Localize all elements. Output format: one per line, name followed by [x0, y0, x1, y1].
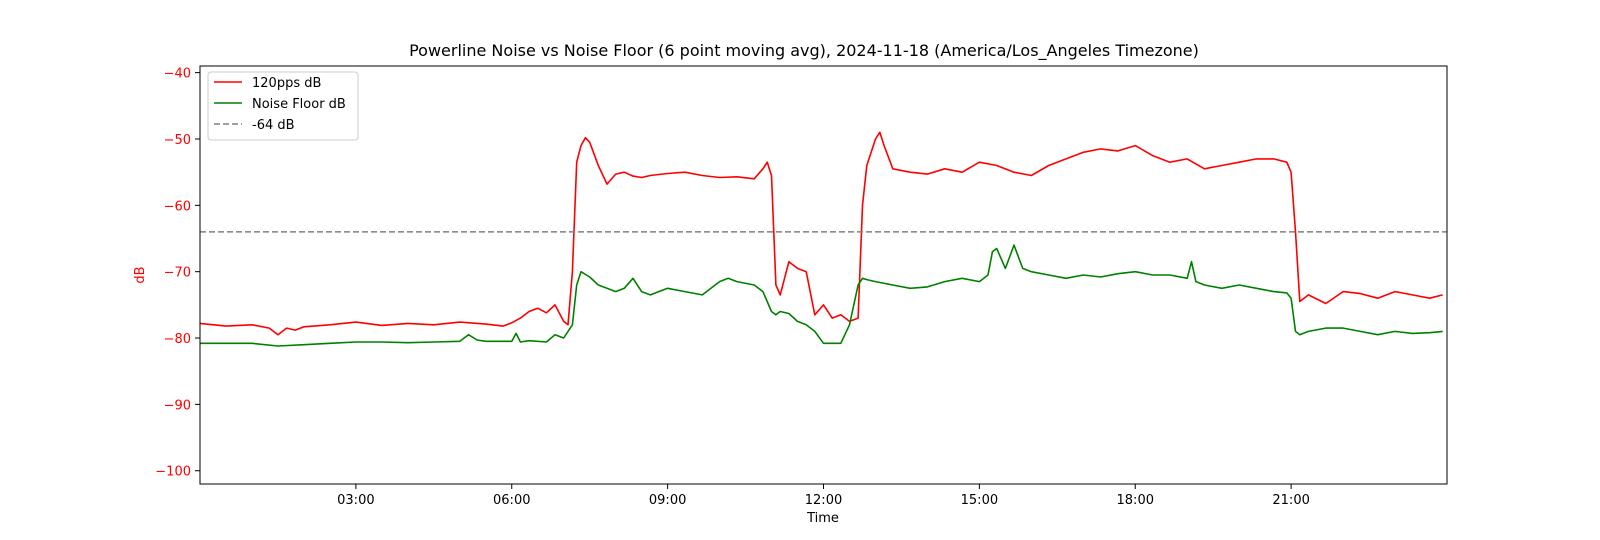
- chart-title: Powerline Noise vs Noise Floor (6 point …: [409, 41, 1199, 61]
- x-tick-label-1: 06:00: [493, 493, 530, 508]
- legend-box: [207, 71, 359, 141]
- x-axis: 03:00 06:00 09:00 12:00 15:00 18:00 21:00: [337, 484, 1310, 508]
- x-tick-label-5: 18:00: [1117, 493, 1154, 508]
- x-tick-label-3: 12:00: [805, 493, 842, 508]
- y-axis: −40 −50 −60 −70 −80 −90 −100: [155, 67, 200, 480]
- x-tick-label-0: 03:00: [337, 493, 374, 508]
- legend-label-1: Noise Floor dB: [252, 97, 346, 112]
- x-axis-label: Time: [806, 511, 839, 526]
- y-tick-label-0: −40: [164, 67, 191, 82]
- series-line-1: [200, 244, 1443, 347]
- legend-label-0: 120pps dB: [252, 76, 321, 91]
- y-axis-label: dB: [133, 266, 148, 283]
- y-tick-label-6: −100: [155, 465, 191, 480]
- x-tick-label-4: 15:00: [961, 493, 998, 508]
- y-tick-label-2: −60: [164, 199, 191, 214]
- y-tick-label-5: −90: [164, 398, 191, 413]
- y-tick-label-3: −70: [164, 266, 191, 281]
- legend: 120pps dB Noise Floor dB -64 dB: [207, 71, 359, 141]
- plot-lines: [199, 131, 1447, 347]
- y-tick-label-1: −50: [164, 133, 191, 148]
- y-tick-label-4: −80: [164, 332, 191, 347]
- x-tick-label-2: 09:00: [649, 493, 686, 508]
- plot-frame: [199, 65, 1448, 485]
- legend-label-2: -64 dB: [252, 118, 295, 133]
- x-tick-label-6: 21:00: [1272, 493, 1309, 508]
- series-line-0: [199, 131, 1443, 336]
